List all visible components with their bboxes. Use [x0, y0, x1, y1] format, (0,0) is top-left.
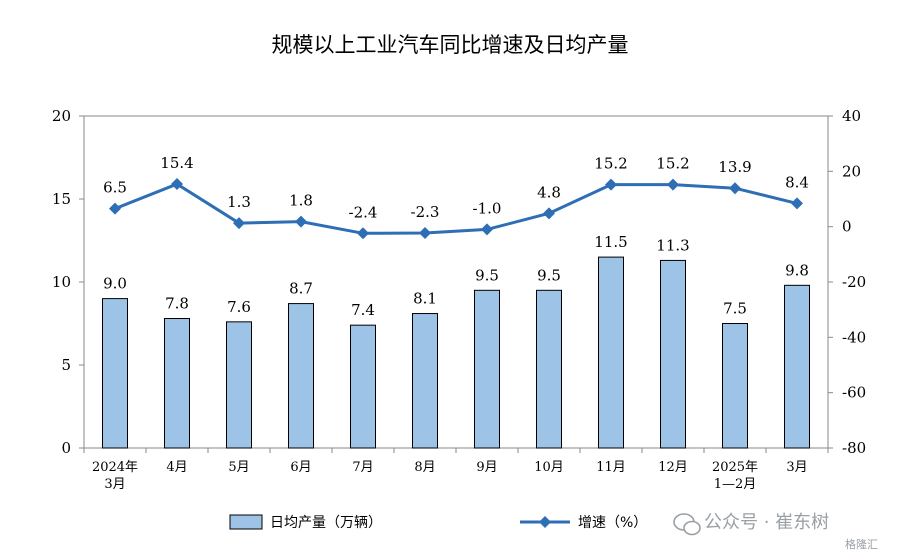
bar-value-label: 9.8: [785, 261, 809, 279]
x-tick-label: 2025年: [712, 460, 758, 475]
bar-series: [102, 256, 810, 449]
line-value-label: 15.2: [594, 155, 627, 173]
right-tick-label: 40: [842, 107, 861, 125]
bar-value-label: 11.5: [594, 233, 627, 251]
bar: [350, 324, 376, 449]
bar: [288, 303, 314, 449]
legend-swatch-bars: [229, 514, 263, 530]
bar-value-label: 8.1: [413, 290, 437, 308]
x-tick-label: 2024年: [92, 460, 138, 475]
line-point: [357, 227, 369, 240]
bar-value-label: 8.7: [289, 280, 313, 298]
bar-value-label: 9.0: [103, 275, 127, 293]
left-tick-label: 0: [61, 439, 71, 457]
line-point: [481, 223, 493, 236]
legend-item-line: 增速（%）: [520, 515, 647, 531]
line-point: [109, 202, 121, 215]
line-value-label: 8.4: [785, 173, 809, 191]
bar: [164, 318, 190, 449]
bar: [226, 321, 252, 449]
line-value-label: 15.2: [656, 155, 689, 173]
legend-label-line: 增速（%）: [578, 515, 647, 531]
line-point: [667, 178, 679, 191]
wechat-icon: [673, 513, 701, 536]
chart-title: 规模以上工业汽车同比增速及日均产量: [272, 33, 629, 57]
line-value-label: -2.4: [349, 203, 378, 221]
line-path: [114, 182, 798, 235]
x-tick-label: 4月: [166, 460, 187, 475]
line-point: [729, 182, 741, 195]
line-value-label: 15.4: [160, 154, 193, 172]
right-tick-label: 20: [842, 162, 861, 180]
x-tick-label: 9月: [476, 460, 497, 475]
bar: [474, 289, 500, 449]
plot-area: [83, 115, 829, 449]
line-value-label: 1.3: [227, 193, 251, 211]
x-tick-label: 3月: [104, 477, 125, 492]
x-tick-label: 12月: [658, 460, 688, 475]
bar-value-label: 9.5: [537, 266, 561, 284]
bar-value-label: 7.8: [165, 295, 189, 313]
legend-item-bars: 日均产量（万辆）: [229, 514, 382, 531]
x-tick-label: 10月: [534, 460, 564, 475]
line-point: [171, 178, 183, 191]
bar: [722, 323, 748, 449]
line-point: [791, 197, 803, 210]
line-value-label: -2.3: [411, 203, 440, 221]
left-tick-label: 5: [61, 356, 71, 374]
left-tick-label: 10: [52, 273, 71, 291]
watermark-text: 公众号 · 崔东树: [704, 512, 829, 533]
right-y-axis: -80 -60 -40 -20 0 20 40: [828, 107, 866, 457]
bar-value-label: 7.6: [227, 298, 251, 316]
legend-marker-icon: [539, 516, 551, 528]
legend: 日均产量（万辆） 增速（%）: [229, 514, 647, 531]
bar-data-labels: 9.0 7.8 7.6 8.7 7.4 8.1 9.5 9.5 11.5 11.3 7.5 9.8: [103, 233, 809, 319]
line-value-label: -1.0: [473, 199, 502, 217]
line-point: [605, 178, 617, 191]
bar: [412, 313, 438, 449]
line-value-label: 6.5: [103, 179, 127, 197]
left-y-axis: 0 5 10 15 20: [52, 107, 84, 457]
x-tick-label: 1—2月: [714, 477, 757, 492]
bar-value-label: 7.4: [351, 301, 375, 319]
x-tick-label: 6月: [290, 460, 311, 475]
x-axis: 2024年 3月 4月 5月 6月 7月 8月 9月 10月 11月 12月 2025年 1—2月 3月: [83, 448, 829, 492]
watermark-badge: 格隆汇: [845, 537, 878, 551]
line-value-label: 1.8: [289, 192, 313, 210]
line-point: [419, 227, 431, 240]
bar-value-label: 7.5: [723, 300, 747, 318]
right-tick-label: 0: [842, 218, 852, 236]
bar-value-label: 9.5: [475, 266, 499, 284]
line-data-labels: 6.5 15.4 1.3 1.8 -2.4 -2.3 -1.0 4.8 15.2 15.2 13.9…: [103, 154, 809, 221]
bar: [536, 289, 562, 449]
x-tick-label: 8月: [414, 460, 435, 475]
x-tick-label: 7月: [352, 460, 373, 475]
line-point: [543, 207, 555, 220]
right-tick-label: -20: [842, 273, 866, 291]
right-tick-label: -80: [842, 439, 866, 457]
bar-value-label: 11.3: [656, 236, 689, 254]
bar: [660, 259, 686, 449]
watermark: 公众号 · 崔东树 格隆汇: [673, 512, 878, 551]
x-tick-label: 5月: [228, 460, 249, 475]
line-value-label: 4.8: [537, 183, 561, 201]
x-tick-label: 3月: [786, 460, 807, 475]
left-tick-label: 20: [52, 107, 71, 125]
line-point: [233, 217, 245, 230]
left-tick-label: 15: [52, 190, 71, 208]
legend-label-bars: 日均产量（万辆）: [270, 515, 382, 531]
line-point: [295, 215, 307, 228]
line-value-label: 13.9: [718, 158, 751, 176]
bar: [784, 284, 810, 449]
right-tick-label: -40: [842, 328, 866, 346]
bar: [102, 298, 128, 449]
line-series: [109, 178, 803, 240]
right-tick-label: -60: [842, 384, 866, 402]
bar: [598, 256, 624, 449]
x-tick-label: 11月: [596, 460, 626, 475]
